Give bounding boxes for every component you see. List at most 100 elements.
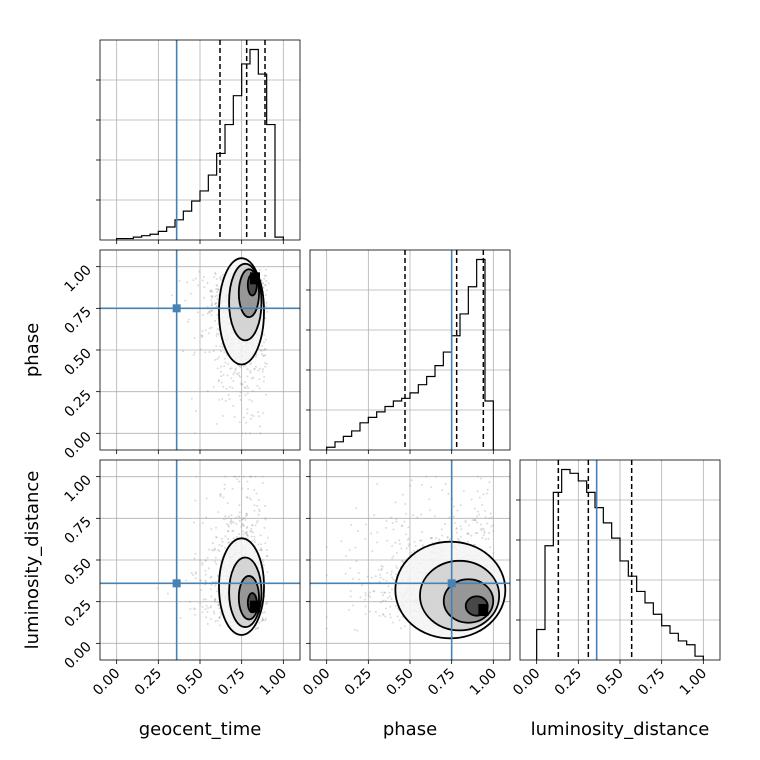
scatter-point — [214, 548, 217, 551]
scatter-point — [483, 531, 486, 534]
scatter-point — [462, 490, 465, 493]
scatter-point — [413, 549, 416, 552]
scatter-point — [387, 585, 390, 588]
scatter-point — [230, 514, 233, 517]
scatter-point — [198, 270, 201, 273]
scatter-point — [216, 357, 219, 360]
scatter-point — [210, 304, 213, 307]
scatter-point — [246, 385, 249, 388]
scatter-point — [209, 618, 212, 621]
scatter-point — [219, 275, 222, 278]
scatter-point — [433, 515, 436, 518]
scatter-point — [260, 547, 263, 550]
scatter-point — [208, 327, 211, 330]
scatter-point — [239, 398, 242, 401]
scatter-point — [265, 268, 268, 271]
scatter-point — [246, 525, 249, 528]
scatter-point — [264, 504, 267, 507]
density-peak — [250, 272, 260, 285]
scatter-point — [216, 288, 219, 291]
scatter-point — [253, 535, 256, 538]
scatter-point — [264, 619, 267, 622]
scatter-point — [249, 475, 252, 478]
scatter-point — [410, 551, 413, 554]
scatter-point — [381, 599, 384, 602]
scatter-point — [199, 559, 202, 562]
scatter-point — [348, 549, 351, 552]
x-tick-label: 1.00 — [677, 666, 710, 699]
scatter-point — [193, 336, 196, 339]
scatter-point — [390, 573, 393, 576]
scatter-point — [193, 432, 196, 435]
scatter-point — [204, 573, 207, 576]
scatter-point — [262, 341, 265, 344]
scatter-point — [470, 534, 473, 537]
scatter-point — [257, 627, 260, 630]
scatter-point — [395, 605, 398, 608]
scatter-point — [250, 535, 253, 538]
scatter-point — [264, 317, 267, 320]
scatter-point — [241, 487, 244, 490]
scatter-point — [261, 619, 264, 622]
scatter-point — [233, 415, 236, 418]
x-tick-label: 0.25 — [132, 666, 165, 699]
scatter-point — [211, 296, 214, 299]
scatter-point — [217, 289, 220, 292]
scatter-point — [419, 539, 422, 542]
scatter-point — [263, 333, 266, 336]
scatter-point — [257, 369, 260, 372]
scatter-point — [404, 533, 407, 536]
scatter-point — [208, 548, 211, 551]
scatter-point — [189, 292, 192, 295]
scatter-point — [201, 561, 204, 564]
scatter-point — [232, 537, 235, 540]
scatter-point — [430, 486, 433, 489]
scatter-point — [456, 509, 459, 512]
scatter-point — [249, 475, 252, 478]
scatter-point — [471, 519, 474, 522]
scatter-point — [459, 535, 462, 538]
scatter-point — [480, 527, 483, 530]
truth-marker — [172, 304, 181, 313]
scatter-point — [218, 615, 221, 618]
scatter-point — [389, 595, 392, 598]
scatter-point — [256, 504, 259, 507]
scatter-point — [367, 594, 370, 597]
scatter-point — [262, 618, 265, 621]
scatter-point — [381, 612, 384, 615]
scatter-point — [394, 541, 397, 544]
scatter-point — [194, 277, 197, 280]
scatter-point — [202, 598, 205, 601]
scatter-point — [382, 578, 385, 581]
scatter-point — [474, 532, 477, 535]
scatter-point — [407, 526, 410, 529]
scatter-point — [238, 364, 241, 367]
scatter-point — [208, 311, 211, 314]
scatter-point — [217, 356, 220, 359]
scatter-point — [216, 328, 219, 331]
scatter-point — [359, 596, 362, 599]
scatter-point — [209, 576, 212, 579]
scatter-point — [404, 502, 407, 505]
x-tick-label: 0.50 — [173, 666, 206, 699]
scatter-point — [251, 524, 254, 527]
scatter-point — [404, 512, 407, 515]
scatter-point — [250, 377, 253, 380]
scatter-point — [398, 539, 401, 542]
scatter-point — [457, 537, 460, 540]
scatter-point — [181, 350, 184, 353]
scatter-point — [264, 617, 267, 620]
scatter-point — [199, 348, 202, 351]
scatter-point — [264, 283, 267, 286]
scatter-point — [244, 518, 247, 521]
scatter-point — [220, 350, 223, 353]
scatter-point — [255, 521, 258, 524]
scatter-point — [242, 365, 245, 368]
scatter-point — [211, 302, 214, 305]
scatter-point — [249, 417, 252, 420]
scatter-point — [428, 498, 431, 501]
scatter-point — [214, 303, 217, 306]
scatter-point — [206, 281, 209, 284]
scatter-point — [406, 538, 409, 541]
scatter-point — [219, 493, 222, 496]
